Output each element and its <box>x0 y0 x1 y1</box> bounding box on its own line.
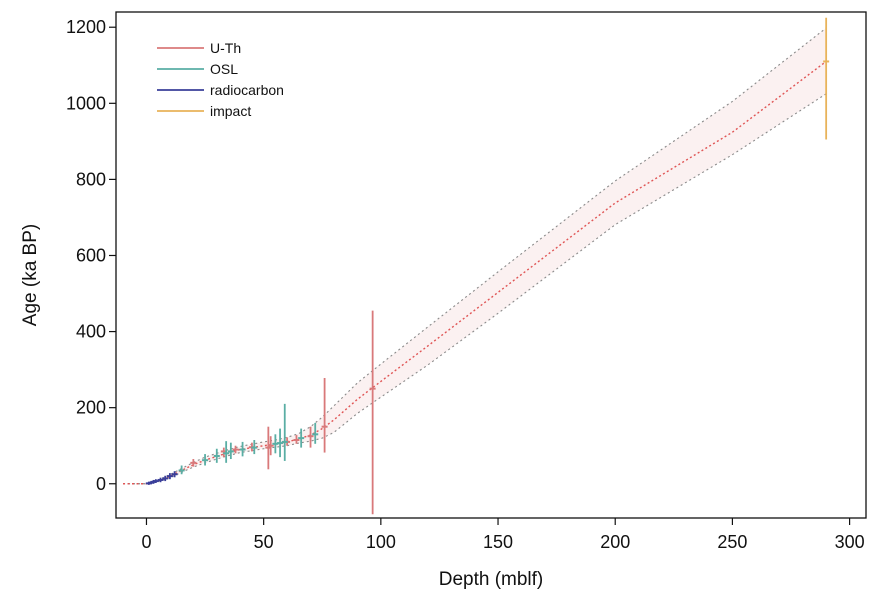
y-tick-label: 0 <box>96 474 106 494</box>
radiocarbon-sample <box>157 477 164 483</box>
legend-item-osl: OSL <box>157 61 238 77</box>
legend-label-uth: U-Th <box>210 40 241 56</box>
osl-sample <box>202 454 209 466</box>
x-axis-title: Depth (mblf) <box>439 569 544 590</box>
legend-item-uth: U-Th <box>157 40 241 56</box>
legend-item-impact: impact <box>157 103 251 119</box>
dated-samples-layer <box>145 17 830 515</box>
legend-label-impact: impact <box>210 103 251 119</box>
x-tick-label: 300 <box>835 532 865 552</box>
radiocarbon-sample <box>162 475 169 482</box>
osl-sample <box>251 440 258 455</box>
y-tick-label: 400 <box>76 322 106 342</box>
x-tick-label: 0 <box>141 532 151 552</box>
osl-sample <box>277 428 284 458</box>
uth-sample <box>307 426 314 448</box>
legend-label-radiocarbon: radiocarbon <box>210 82 284 98</box>
y-tick-label: 200 <box>76 398 106 418</box>
osl-sample <box>178 465 185 475</box>
y-tick-label: 1200 <box>66 17 106 37</box>
legend-item-radiocarbon: radiocarbon <box>157 82 284 98</box>
plot-frame <box>115 11 867 519</box>
legend-label-osl: OSL <box>210 61 238 77</box>
upper-bound-line <box>123 27 827 485</box>
y-tick-label: 600 <box>76 245 106 265</box>
uth-sample <box>190 459 197 467</box>
radiocarbon-sample <box>166 473 173 480</box>
y-tick-label: 800 <box>76 169 106 189</box>
osl-sample <box>281 403 288 461</box>
x-tick-label: 150 <box>483 532 513 552</box>
osl-sample <box>223 441 230 463</box>
osl-sample <box>213 448 220 463</box>
uth-sample <box>369 310 376 515</box>
osl-sample <box>227 442 234 460</box>
y-tick-label: 1000 <box>66 93 106 113</box>
x-tick-label: 50 <box>254 532 274 552</box>
y-axis-title: Age (ka BP) <box>20 224 41 326</box>
radiocarbon-sample <box>152 479 159 483</box>
osl-sample <box>239 441 246 457</box>
uth-sample <box>321 377 328 453</box>
osl-sample <box>298 428 305 448</box>
osl-sample <box>312 422 319 444</box>
radiocarbon-sample <box>171 471 178 478</box>
impact-sample <box>823 17 830 140</box>
x-tick-label: 100 <box>366 532 396 552</box>
x-tick-label: 250 <box>717 532 747 552</box>
uth-sample <box>293 435 300 444</box>
legend: U-Th OSL radiocarbon impact <box>157 40 284 119</box>
x-tick-label: 200 <box>600 532 630 552</box>
tick-layer: 0 50 100 150 200 250 300 0 200 400 600 800 1000 1200 <box>66 17 865 552</box>
uth-sample <box>267 436 274 456</box>
axes <box>115 11 867 519</box>
uth-sample <box>232 445 239 454</box>
